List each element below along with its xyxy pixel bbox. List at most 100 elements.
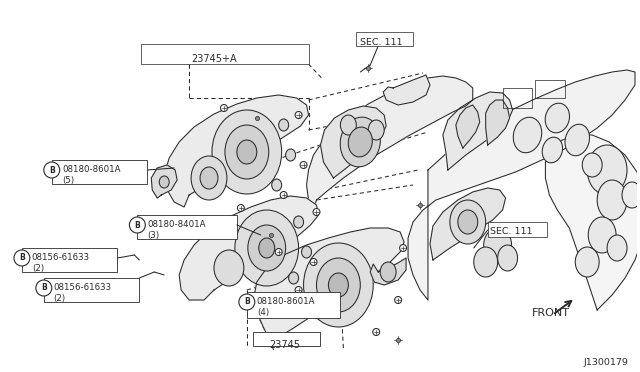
Polygon shape	[430, 188, 506, 260]
Polygon shape	[456, 105, 480, 148]
Ellipse shape	[368, 120, 384, 140]
Ellipse shape	[278, 119, 289, 131]
Polygon shape	[254, 228, 404, 342]
Circle shape	[275, 248, 282, 256]
Text: B: B	[41, 283, 47, 292]
Bar	[247, 292, 340, 318]
Ellipse shape	[328, 273, 348, 297]
Ellipse shape	[607, 235, 627, 261]
Ellipse shape	[565, 124, 589, 156]
Ellipse shape	[235, 210, 299, 286]
Ellipse shape	[301, 246, 312, 258]
Text: SEC. 111: SEC. 111	[490, 227, 532, 236]
Polygon shape	[151, 165, 177, 198]
Text: (5): (5)	[63, 176, 75, 185]
Text: SEC. 111: SEC. 111	[360, 38, 403, 47]
Bar	[356, 32, 413, 46]
Text: J1300179: J1300179	[583, 358, 628, 367]
Text: 08156-61633: 08156-61633	[32, 253, 90, 262]
Circle shape	[310, 259, 317, 266]
Text: (2): (2)	[32, 264, 44, 273]
Ellipse shape	[191, 156, 227, 200]
Text: 08156-61633: 08156-61633	[54, 283, 112, 292]
Text: 08180-8601A: 08180-8601A	[257, 297, 316, 306]
Circle shape	[44, 162, 60, 178]
Circle shape	[239, 294, 255, 310]
Ellipse shape	[212, 110, 282, 194]
Circle shape	[129, 217, 145, 233]
Bar	[141, 44, 308, 64]
Ellipse shape	[380, 262, 396, 282]
Ellipse shape	[159, 176, 169, 188]
Ellipse shape	[498, 245, 518, 271]
Ellipse shape	[575, 247, 599, 277]
Ellipse shape	[237, 140, 257, 164]
Text: 23745+A: 23745+A	[191, 54, 237, 64]
Circle shape	[36, 280, 52, 296]
Circle shape	[14, 250, 30, 266]
Text: 23745: 23745	[269, 340, 300, 350]
Ellipse shape	[545, 103, 570, 133]
Bar	[138, 215, 237, 239]
Text: B: B	[134, 221, 140, 230]
Polygon shape	[486, 100, 509, 145]
Ellipse shape	[259, 238, 275, 258]
Bar	[536, 80, 565, 98]
Polygon shape	[164, 95, 308, 207]
Circle shape	[372, 328, 380, 336]
Ellipse shape	[272, 179, 282, 191]
Ellipse shape	[588, 145, 627, 195]
Polygon shape	[383, 75, 430, 105]
Text: B: B	[244, 298, 250, 307]
Ellipse shape	[340, 115, 356, 135]
Ellipse shape	[248, 225, 285, 271]
Polygon shape	[545, 135, 640, 310]
Text: B: B	[19, 253, 25, 263]
Polygon shape	[321, 106, 386, 178]
Circle shape	[220, 105, 227, 112]
Ellipse shape	[317, 258, 360, 312]
Bar	[22, 248, 118, 272]
Ellipse shape	[513, 117, 541, 153]
Ellipse shape	[582, 153, 602, 177]
Circle shape	[290, 334, 297, 341]
Text: (4): (4)	[257, 308, 269, 317]
Text: FRONT: FRONT	[531, 308, 570, 318]
Bar	[488, 222, 547, 237]
Ellipse shape	[458, 210, 477, 234]
Circle shape	[237, 205, 244, 212]
Ellipse shape	[474, 247, 498, 277]
Ellipse shape	[484, 228, 511, 262]
Circle shape	[300, 161, 307, 169]
Ellipse shape	[200, 167, 218, 189]
Text: (2): (2)	[54, 294, 66, 303]
Ellipse shape	[588, 217, 616, 253]
Ellipse shape	[597, 180, 627, 220]
Circle shape	[399, 244, 406, 251]
Text: 08180-8601A: 08180-8601A	[63, 165, 121, 174]
Bar	[44, 278, 140, 302]
Circle shape	[395, 296, 401, 304]
Ellipse shape	[214, 250, 244, 286]
Circle shape	[295, 286, 302, 294]
Ellipse shape	[340, 117, 380, 167]
Ellipse shape	[450, 200, 486, 244]
Polygon shape	[408, 70, 635, 300]
Circle shape	[313, 208, 320, 215]
Ellipse shape	[289, 272, 299, 284]
Circle shape	[295, 112, 302, 119]
Bar	[253, 332, 321, 346]
Ellipse shape	[542, 137, 563, 163]
Ellipse shape	[622, 182, 640, 208]
Polygon shape	[443, 92, 513, 170]
Ellipse shape	[225, 125, 269, 179]
Polygon shape	[371, 258, 406, 285]
Ellipse shape	[303, 243, 373, 327]
Bar	[52, 160, 147, 184]
Ellipse shape	[348, 127, 372, 157]
Ellipse shape	[294, 216, 303, 228]
Ellipse shape	[285, 149, 296, 161]
Polygon shape	[179, 196, 319, 300]
Circle shape	[280, 192, 287, 199]
Text: 08180-8401A: 08180-8401A	[147, 220, 206, 229]
